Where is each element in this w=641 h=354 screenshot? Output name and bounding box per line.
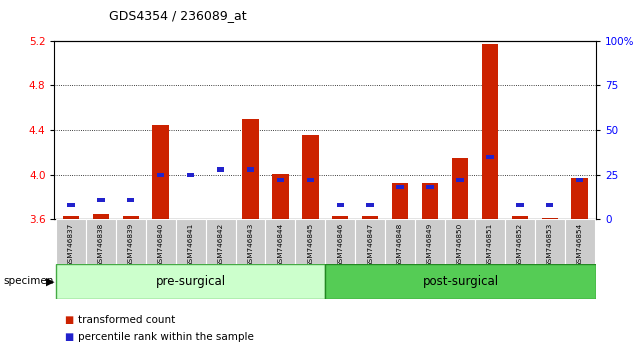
Text: GSM746838: GSM746838 xyxy=(98,223,104,267)
Text: pre-surgical: pre-surgical xyxy=(156,275,226,288)
Bar xyxy=(505,219,535,264)
Text: GSM746841: GSM746841 xyxy=(188,223,194,267)
Bar xyxy=(422,183,438,219)
Bar xyxy=(296,219,326,264)
Bar xyxy=(576,178,583,182)
Bar xyxy=(332,216,349,219)
Text: percentile rank within the sample: percentile rank within the sample xyxy=(78,332,254,342)
Bar xyxy=(127,198,135,202)
Text: GSM746844: GSM746844 xyxy=(278,223,283,267)
Bar xyxy=(475,219,505,264)
Bar xyxy=(367,203,374,207)
Bar xyxy=(456,178,463,182)
Bar xyxy=(512,216,528,219)
Bar xyxy=(242,119,259,219)
Text: ■: ■ xyxy=(64,332,73,342)
Text: GSM746852: GSM746852 xyxy=(517,223,523,267)
Text: GSM746837: GSM746837 xyxy=(68,223,74,267)
Bar xyxy=(86,219,116,264)
Text: GSM746848: GSM746848 xyxy=(397,223,403,267)
Bar xyxy=(217,167,224,172)
Bar xyxy=(426,185,434,189)
Bar xyxy=(565,219,595,264)
Text: GSM746849: GSM746849 xyxy=(427,223,433,267)
Bar xyxy=(212,219,229,250)
Bar xyxy=(272,174,288,219)
Text: GSM746847: GSM746847 xyxy=(367,223,373,267)
Bar xyxy=(56,219,86,264)
Bar xyxy=(265,219,296,264)
Text: GSM746839: GSM746839 xyxy=(128,223,134,267)
Text: GSM746851: GSM746851 xyxy=(487,223,493,267)
Bar xyxy=(546,203,553,207)
Bar xyxy=(67,203,74,207)
Bar xyxy=(337,203,344,207)
Text: GSM746845: GSM746845 xyxy=(307,223,313,267)
Bar xyxy=(516,203,524,207)
Text: GSM746846: GSM746846 xyxy=(337,223,344,267)
Bar xyxy=(56,264,326,299)
Bar xyxy=(93,214,109,219)
Bar xyxy=(176,219,206,264)
Bar xyxy=(157,173,165,177)
Text: post-surgical: post-surgical xyxy=(422,275,499,288)
Bar xyxy=(396,185,404,189)
Bar xyxy=(302,135,319,219)
Bar xyxy=(97,198,104,202)
Text: GSM746843: GSM746843 xyxy=(247,223,253,267)
Bar xyxy=(445,219,475,264)
Text: GSM746853: GSM746853 xyxy=(547,223,553,267)
Text: ■: ■ xyxy=(64,315,73,325)
Bar xyxy=(481,44,498,219)
Bar xyxy=(146,219,176,264)
Bar xyxy=(326,219,355,264)
Bar xyxy=(362,216,378,219)
Text: specimen: specimen xyxy=(3,276,54,286)
Bar xyxy=(63,216,79,219)
Bar xyxy=(277,178,284,182)
Bar xyxy=(183,219,199,251)
Bar xyxy=(355,219,385,264)
Bar xyxy=(385,219,415,264)
Bar xyxy=(542,218,558,219)
Text: GSM746840: GSM746840 xyxy=(158,223,163,267)
Bar xyxy=(452,158,468,219)
Text: GSM746850: GSM746850 xyxy=(457,223,463,267)
Bar xyxy=(247,167,254,172)
Text: transformed count: transformed count xyxy=(78,315,176,325)
Bar xyxy=(486,155,494,159)
Text: GDS4354 / 236089_at: GDS4354 / 236089_at xyxy=(109,9,247,22)
Text: GSM746842: GSM746842 xyxy=(217,223,224,267)
Bar xyxy=(326,264,596,299)
Bar xyxy=(122,216,139,219)
Bar xyxy=(206,219,235,264)
Bar xyxy=(235,219,265,264)
Bar xyxy=(187,173,194,177)
Bar xyxy=(535,219,565,264)
Bar xyxy=(571,178,588,219)
Bar xyxy=(116,219,146,264)
Bar xyxy=(392,183,408,219)
Text: GSM746854: GSM746854 xyxy=(577,223,583,267)
Text: ▶: ▶ xyxy=(46,276,54,286)
Bar xyxy=(153,125,169,219)
Bar xyxy=(306,178,314,182)
Bar xyxy=(415,219,445,264)
